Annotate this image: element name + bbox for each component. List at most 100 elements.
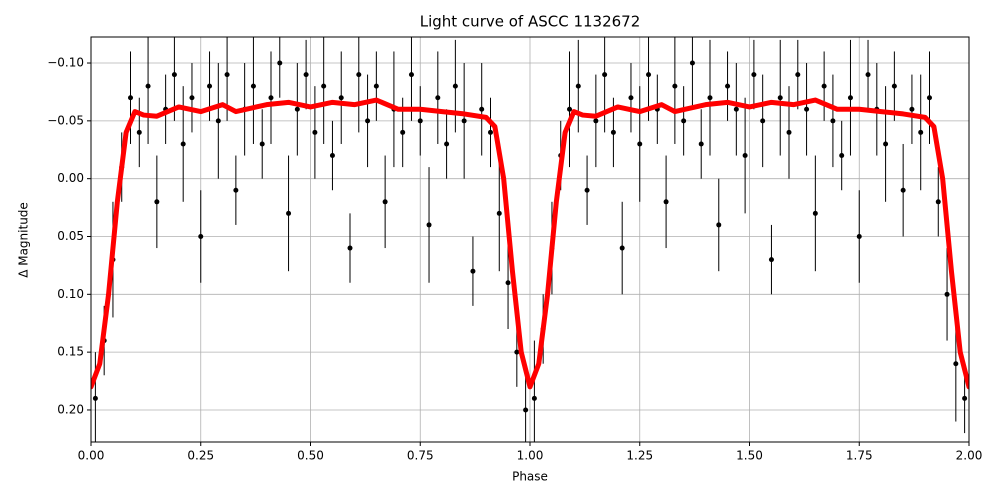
chart-title: Light curve of ASCC 1132672 [420,13,641,31]
data-point [663,199,669,205]
y-tick-label: 0.00 [57,171,84,185]
data-point [733,106,739,112]
data-point [760,118,766,124]
y-tick-label: −0.05 [47,113,84,127]
data-point [514,349,520,355]
data-point [865,72,871,78]
data-point [856,233,862,239]
x-tick-label: 0.75 [407,449,434,463]
data-point [312,129,318,135]
data-point [92,395,98,401]
data-point [821,83,827,89]
data-point [259,141,265,147]
data-point [145,83,151,89]
data-point [365,118,371,124]
data-point [804,106,810,112]
data-point [646,72,652,78]
data-point [171,72,177,78]
data-point [417,118,423,124]
data-point [689,60,695,66]
data-point [672,83,678,89]
x-tick-label: 1.25 [626,449,653,463]
data-point [926,95,932,101]
data-point [452,83,458,89]
data-point [496,210,502,216]
data-point [470,268,476,274]
data-point [707,95,713,101]
data-point [198,233,204,239]
data-point [224,72,230,78]
x-tick-label: 0.25 [187,449,214,463]
x-axis-title: Phase [512,470,548,484]
x-tick-label: 1.00 [517,449,544,463]
model-curve [91,97,969,390]
data-point [286,210,292,216]
data-point [461,118,467,124]
data-point [303,72,309,78]
data-point [505,280,511,286]
data-point [207,83,213,89]
data-point [610,129,616,135]
data-point [602,72,608,78]
data-point [329,153,335,159]
data-point [918,129,924,135]
data-point [479,106,485,112]
x-tick-label: 2.00 [956,449,983,463]
x-tick-label: 0.50 [297,449,324,463]
data-point [830,118,836,124]
data-point [962,395,968,401]
y-tick-label: 0.15 [57,345,84,359]
data-point [347,245,353,251]
data-point [523,407,529,413]
data-point [215,118,221,124]
data-point [742,153,748,159]
data-point [575,83,581,89]
data-point [277,60,283,66]
data-point [883,141,889,147]
data-point [136,129,142,135]
data-point [400,129,406,135]
data-point [426,222,432,228]
data-point [584,187,590,193]
data-point [321,83,327,89]
data-point [795,72,801,78]
data-point [233,187,239,193]
data-point [268,95,274,101]
data-point [953,361,959,367]
data-point [716,222,722,228]
data-point [619,245,625,251]
data-point [909,106,915,112]
data-point [435,95,441,101]
data-point [128,95,134,101]
y-tick-label: 0.05 [57,229,84,243]
data-point [900,187,906,193]
data-point [593,118,599,124]
data-point [356,72,362,78]
data-point [681,118,687,124]
data-point [944,291,950,297]
data-point [768,257,774,263]
data-point [408,72,414,78]
y-tick-label: −0.10 [47,56,84,70]
data-point [567,106,573,112]
data-point [628,95,634,101]
data-point [154,199,160,205]
data-point [725,83,731,89]
x-tick-label: 1.50 [736,449,763,463]
x-tick-label: 1.75 [846,449,873,463]
data-point [382,199,388,205]
data-point [294,106,300,112]
data-point [531,395,537,401]
data-point [444,141,450,147]
y-axis-title: Δ Magnitude [17,202,31,278]
data-point [487,129,493,135]
data-point [637,141,643,147]
data-point [180,141,186,147]
data-point [751,72,757,78]
plot-area [91,37,969,442]
x-tick-label: 0.00 [78,449,105,463]
y-tick-label: 0.10 [57,287,84,301]
data-point [189,95,195,101]
data-point [698,141,704,147]
